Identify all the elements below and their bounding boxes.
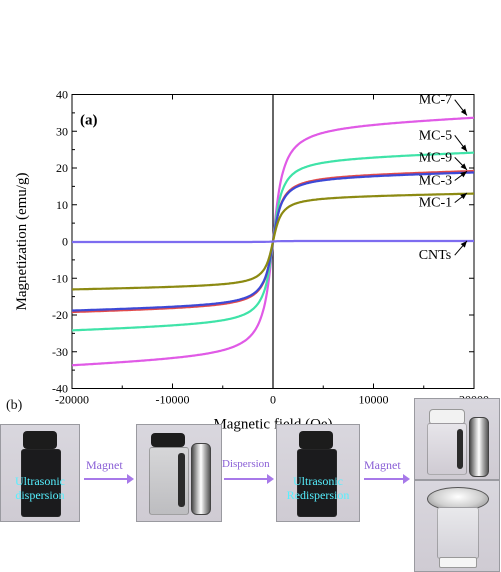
y-tick-label: 10 bbox=[56, 198, 68, 212]
leader-arrowhead bbox=[460, 240, 467, 248]
series-label-mc-7: MC-7 bbox=[419, 93, 452, 108]
vial-photo-3: Ultrasonic Redispersion bbox=[276, 424, 360, 522]
y-tick-label: 20 bbox=[56, 161, 68, 175]
leader-arrowhead bbox=[460, 108, 467, 116]
panel-b: (b) Ultrasonic dispersion Magnet Dispers… bbox=[0, 398, 501, 572]
y-tick-label: -30 bbox=[52, 345, 68, 359]
y-tick-label: -40 bbox=[52, 382, 68, 396]
y-tick-label: 40 bbox=[56, 88, 68, 102]
series-label-mc-1: MC-1 bbox=[419, 196, 452, 211]
x-tick-label: 10000 bbox=[359, 393, 389, 407]
step-arrow-2 bbox=[224, 474, 274, 484]
x-tick-label: 0 bbox=[270, 393, 276, 407]
y-tick-label: -20 bbox=[52, 308, 68, 322]
leader-arrowhead bbox=[460, 163, 467, 170]
vial-photo-2 bbox=[136, 424, 222, 522]
series-line-cnts bbox=[72, 239, 474, 244]
step-label-1: Magnet bbox=[86, 458, 123, 472]
step-arrow-1 bbox=[84, 474, 134, 484]
vial-3-text-line-2: Redispersion bbox=[286, 488, 350, 502]
x-tick-label: -20000 bbox=[55, 393, 89, 407]
magnet-icon bbox=[191, 443, 211, 515]
panel-a-label: (a) bbox=[80, 113, 98, 129]
y-tick-label: 0 bbox=[62, 235, 68, 249]
series-label-mc-5: MC-5 bbox=[419, 128, 452, 143]
step-label-3: Magnet bbox=[364, 458, 401, 472]
series-label-mc-3: MC-3 bbox=[419, 174, 452, 189]
vial-photo-5 bbox=[414, 480, 500, 572]
vial-1-text-line-2: dispersion bbox=[15, 488, 65, 502]
vial-3-text-line-1: Ultrasonic bbox=[293, 474, 343, 488]
vial-photo-1: Ultrasonic dispersion bbox=[0, 424, 80, 522]
series-label-mc-9: MC-9 bbox=[419, 150, 452, 165]
panel-b-label: (b) bbox=[6, 398, 23, 413]
x-tick-label: -10000 bbox=[156, 393, 190, 407]
leader-arrowhead bbox=[460, 171, 467, 178]
vial-photo-4 bbox=[414, 398, 500, 480]
y-axis-label: Magnetization (emu/g) bbox=[14, 173, 30, 311]
leader-arrowhead bbox=[460, 192, 467, 200]
y-tick-label: 30 bbox=[56, 124, 68, 138]
step-label-2: Dispersion bbox=[222, 458, 270, 470]
leader-arrowhead bbox=[460, 144, 467, 152]
step-arrow-3 bbox=[364, 474, 410, 484]
chart-curves bbox=[71, 116, 475, 367]
magnet-icon bbox=[469, 417, 489, 477]
series-label-cnts: CNTs bbox=[419, 248, 451, 263]
y-tick-label: -10 bbox=[52, 271, 68, 285]
vial-1-text-line-1: Ultrasonic bbox=[15, 474, 65, 488]
chart-annotations: MC-7 MC-5 MC-9 MC-3 MC-1 CNTs bbox=[419, 93, 468, 263]
